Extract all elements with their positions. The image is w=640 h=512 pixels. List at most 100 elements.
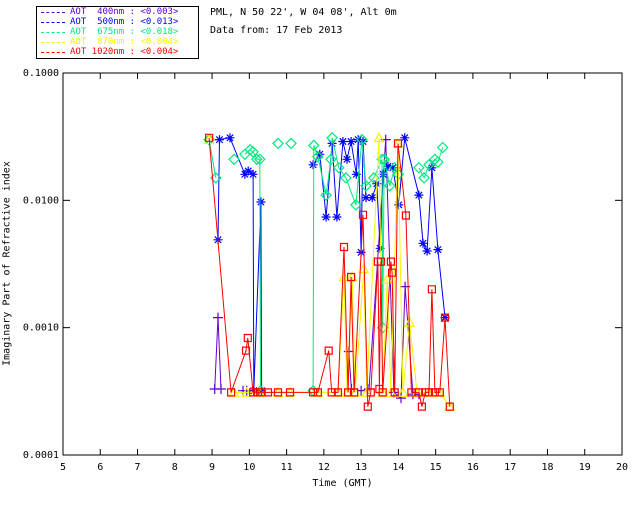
series-aot-1020nm-marker xyxy=(324,346,333,355)
x-tick-label: 9 xyxy=(209,462,215,473)
series-aot-500nm-marker xyxy=(346,137,356,146)
series-aot-1020nm-line xyxy=(208,137,451,407)
x-tick-label: 5 xyxy=(60,462,66,473)
series-aot-1020nm-marker xyxy=(227,388,236,397)
series-aot-500nm-marker xyxy=(400,133,410,143)
series-aot-870nm-marker xyxy=(373,132,385,143)
series-aot-675nm-marker xyxy=(325,153,337,166)
series-aot-675nm-marker xyxy=(436,141,449,154)
series-aot-1020nm-marker xyxy=(390,388,399,397)
series-aot-1020nm-marker xyxy=(350,388,359,397)
series-aot-675nm-marker xyxy=(332,161,345,174)
series-aot-675nm-line xyxy=(418,147,444,180)
series-aot-500nm-marker xyxy=(361,193,371,203)
series-aot-675nm-marker xyxy=(376,153,388,166)
series-aot-1020nm-marker xyxy=(445,402,454,411)
series-aot-675nm-marker xyxy=(307,139,320,152)
legend-label: AOT 870nm : <0.004> xyxy=(70,36,179,47)
series-aot-400nm-line xyxy=(214,317,222,390)
legend-label: AOT 400nm : <0.003> xyxy=(70,7,179,18)
series-aot-675nm-marker xyxy=(340,172,352,184)
x-axis-title: Time (GMT) xyxy=(312,478,373,489)
legend-label: AOT 500nm : <0.013> xyxy=(70,17,179,28)
series-aot-675nm-marker xyxy=(312,150,324,163)
series-aot-1020nm-marker xyxy=(243,333,252,343)
series-aot-1020nm-marker xyxy=(339,242,349,252)
series-aot-1020nm-marker xyxy=(358,210,368,219)
series-aot-675nm-marker xyxy=(423,158,435,171)
series-aot-1020nm-marker xyxy=(427,285,436,294)
series-aot-400nm-marker xyxy=(396,393,406,404)
series-aot-500nm-marker xyxy=(418,238,428,248)
legend-entry-aot-870nm: AOT 870nm : <0.004> xyxy=(41,37,198,47)
x-tick-label: 19 xyxy=(579,462,591,473)
series-aot-675nm-marker xyxy=(228,153,240,166)
x-tick-label: 16 xyxy=(467,462,479,473)
series-aot-675nm-marker xyxy=(383,179,396,192)
series-aot-1020nm-marker xyxy=(241,346,251,355)
series-aot-675nm-marker xyxy=(413,161,425,174)
y-tick-label: 0.0010 xyxy=(23,323,59,334)
x-tick-label: 20 xyxy=(616,462,628,473)
series-aot-870nm-marker xyxy=(338,271,350,282)
x-tick-label: 18 xyxy=(541,462,553,473)
series-aot-500nm-marker xyxy=(388,163,398,173)
series-aot-1020nm-marker xyxy=(401,211,410,220)
series-aot-675nm-marker xyxy=(432,156,444,168)
series-aot-675nm-marker xyxy=(250,153,263,166)
series-aot-1020nm-marker xyxy=(435,388,444,397)
series-aot-500nm-marker xyxy=(321,212,331,222)
x-tick-label: 7 xyxy=(135,462,141,473)
series-aot-500nm-marker xyxy=(367,193,377,203)
date-info: Data from: 17 Feb 2013 xyxy=(210,25,343,36)
series-aot-1020nm-marker xyxy=(366,388,375,397)
x-tick-label: 14 xyxy=(392,462,404,473)
x-tick-label: 13 xyxy=(355,462,367,473)
legend-line-sample xyxy=(41,41,65,43)
series-aot-500nm-marker xyxy=(383,161,393,171)
x-tick-label: 10 xyxy=(243,462,255,473)
x-tick-label: 15 xyxy=(430,462,442,473)
legend-entry-aot-675nm: AOT 675nm : <0.018> xyxy=(41,26,198,38)
series-aot-1020nm-marker xyxy=(263,388,273,397)
series-aot-675nm-marker xyxy=(285,137,297,150)
series-aot-1020nm-marker xyxy=(375,384,384,394)
series-aot-1020nm-marker xyxy=(388,268,397,277)
series-aot-675nm-marker xyxy=(356,133,368,146)
legend-line-sample xyxy=(41,31,65,33)
legend-label: AOT 675nm : <0.018> xyxy=(70,26,179,37)
series-aot-1020nm-marker xyxy=(386,257,395,266)
y-tick-label: 0.0001 xyxy=(23,450,59,461)
series-aot-500nm-marker xyxy=(225,133,235,143)
series-aot-500nm-marker xyxy=(422,246,432,256)
series-aot-500nm-marker xyxy=(243,166,253,176)
legend-entry-aot-400nm: AOT 400nm : <0.003> xyxy=(41,8,198,18)
series-aot-500nm-marker xyxy=(338,137,348,146)
series-aot-500nm-marker xyxy=(358,137,368,146)
series-aot-1020nm-marker xyxy=(313,388,322,397)
series-aot-675nm-marker xyxy=(350,199,362,211)
series-aot-675nm-marker xyxy=(253,153,266,166)
x-tick-label: 8 xyxy=(172,462,178,473)
x-tick-label: 12 xyxy=(318,462,330,473)
legend-line-sample xyxy=(41,12,65,14)
series-aot-675nm-marker xyxy=(247,146,259,158)
x-tick-label: 17 xyxy=(504,462,516,473)
series-aot-1020nm-marker xyxy=(285,388,295,397)
series-aot-1020nm-marker xyxy=(440,313,450,322)
series-aot-1020nm-marker xyxy=(205,133,214,142)
series-aot-675nm-marker xyxy=(378,153,391,166)
series-aot-675nm-marker xyxy=(418,172,430,184)
series-aot-1020nm-marker xyxy=(273,388,283,397)
series-aot-870nm-marker xyxy=(241,386,253,397)
y-axis-title: Imaginary Part of Refractive index xyxy=(1,161,13,366)
series-aot-500nm-marker xyxy=(427,163,437,173)
series-aot-500nm-marker xyxy=(378,169,388,179)
series-aot-870nm-marker xyxy=(397,386,409,397)
series-aot-500nm-marker xyxy=(256,197,266,207)
legend-box: AOT 400nm : <0.003> AOT 500nm : <0.013> AO… xyxy=(36,6,199,59)
series-aot-500nm-marker xyxy=(332,212,342,222)
series-aot-870nm-marker xyxy=(358,263,370,274)
series-aot-500nm-marker xyxy=(433,245,443,255)
